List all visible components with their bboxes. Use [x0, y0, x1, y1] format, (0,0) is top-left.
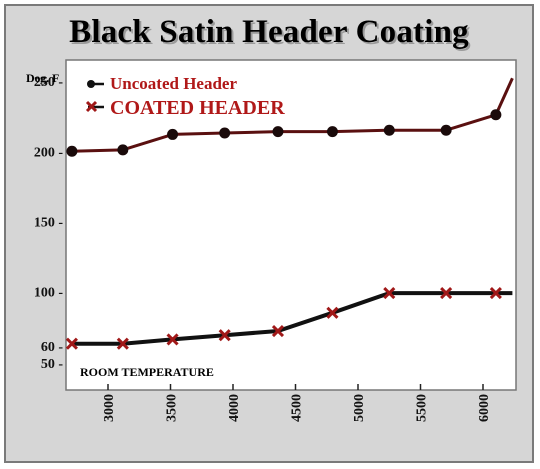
axis-ticks: 250 - 200 - 150 - 100 - 60 - 50 - 3000 3500 4000…: [34, 75, 540, 422]
uncoated-data-point: [440, 124, 452, 136]
coated-data-point: [166, 333, 179, 346]
legend-marker-coated: [85, 100, 98, 113]
y-axis-label: Deg. F: [26, 71, 59, 85]
uncoated-data-point: [490, 109, 502, 121]
coated-data-point: [271, 324, 285, 338]
uncoated-series-line: [71, 77, 514, 153]
coated-data-point: [326, 306, 339, 319]
room-temperature-annotation: ROOM TEMPERATURE: [80, 365, 214, 379]
x-tick-label: 3500: [165, 394, 180, 422]
y-tick-label: 200 -: [34, 145, 64, 160]
coated-data-point: [218, 329, 231, 342]
title-bar: Black Satin Header Coating: [6, 6, 532, 58]
legend: Uncoated Header COATED HEADER: [85, 74, 285, 119]
x-tick-label: 6000: [477, 394, 492, 422]
x-tick-label: 4500: [290, 394, 305, 422]
coated-data-point: [65, 337, 78, 350]
uncoated-data-point: [117, 144, 129, 156]
legend-marker-uncoated: [87, 80, 95, 88]
uncoated-data-point: [272, 126, 284, 138]
x-tick-label: 5000: [352, 394, 367, 422]
coated-data-point: [116, 337, 129, 350]
coated-data-point: [489, 287, 502, 300]
coated-data-point: [440, 287, 453, 300]
uncoated-data-point: [219, 127, 231, 139]
x-tick-label: 5500: [415, 394, 430, 422]
y-tick-label: 250 -: [34, 75, 64, 90]
uncoated-data-point: [326, 126, 338, 138]
y-tick-label: 150 -: [34, 215, 64, 230]
plot-area: [65, 59, 517, 391]
y-tick-label: 50 -: [41, 357, 64, 372]
uncoated-data-point: [167, 128, 179, 140]
x-tick-label: 3000: [102, 394, 117, 422]
x-tick-label: 4000: [227, 394, 242, 422]
coated-series-line: [71, 291, 513, 346]
chart-title: Black Satin Header Coating: [69, 13, 469, 50]
coated-data-point: [383, 287, 396, 300]
y-tick-label: 60 -: [41, 340, 64, 355]
legend-label-uncoated: Uncoated Header: [110, 74, 237, 93]
legend-label-coated: COATED HEADER: [110, 97, 285, 119]
uncoated-data-point: [66, 145, 78, 157]
y-tick-label: 100 -: [34, 286, 64, 301]
series-group: [65, 77, 514, 350]
uncoated-data-point: [383, 124, 395, 136]
